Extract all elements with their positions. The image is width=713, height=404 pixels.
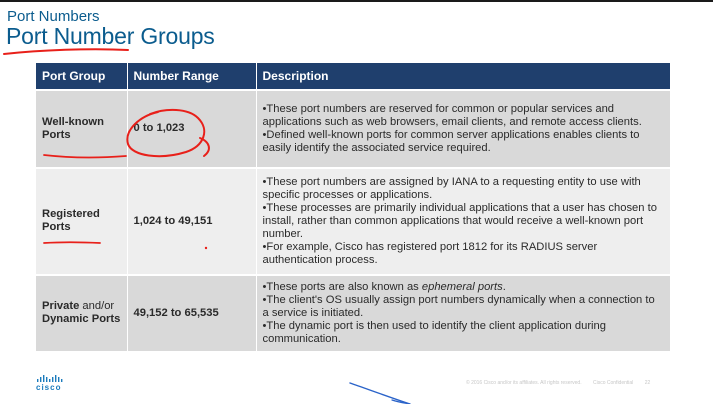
- description-line: •For example, Cisco has registered port …: [262, 240, 598, 266]
- port-group-connector: and/or: [79, 300, 115, 312]
- table-row: Registered Ports 1,024 to 49,151 •These …: [36, 167, 670, 275]
- port-groups-table: Port Group Number Range Description Well…: [36, 63, 670, 351]
- cisco-wordmark: cisco: [36, 383, 62, 392]
- description-line: •These ports are also known as ephemeral…: [263, 281, 665, 294]
- blue-pen-stroke: [349, 382, 411, 404]
- description-prefix: •These ports are also known as: [262, 280, 422, 293]
- description-line: •The client's OS usually assign port num…: [262, 293, 655, 319]
- description-cell: •These port numbers are assigned by IANA…: [256, 167, 670, 275]
- description-line: •These port numbers are reserved for com…: [262, 102, 642, 128]
- description-line: •These processes are primarily individua…: [262, 201, 657, 240]
- cisco-logo-icon: [37, 375, 63, 382]
- port-group-private: Private: [42, 300, 80, 312]
- port-group-cell: Private and/or Dynamic Ports: [36, 274, 128, 351]
- section-subtitle: Port Numbers: [7, 8, 100, 25]
- blue-pen-stroke-2: [391, 399, 411, 404]
- column-header-port-group: Port Group: [36, 63, 128, 90]
- table-row: Well-known Ports 0 to 1,023 •These port …: [36, 89, 670, 168]
- footer: © 2016 Cisco and/or its affiliates. All …: [466, 380, 660, 386]
- column-header-description: Description: [256, 63, 670, 90]
- number-range-cell: 1,024 to 49,151: [127, 167, 257, 275]
- number-range-cell: 0 to 1,023: [127, 89, 257, 168]
- description-emphasis: ephemeral ports: [421, 280, 503, 293]
- description-cell: •These port numbers are reserved for com…: [256, 89, 670, 168]
- page-number: 22: [644, 380, 651, 386]
- description-line: •Defined well-known ports for common ser…: [262, 128, 640, 154]
- column-header-number-range: Number Range: [127, 63, 257, 90]
- copyright-text: © 2016 Cisco and/or its affiliates. All …: [466, 380, 582, 386]
- number-range-cell: 49,152 to 65,535: [127, 274, 257, 351]
- top-border: [0, 0, 713, 2]
- port-group-cell: Well-known Ports: [36, 89, 128, 168]
- title-underline-stroke: [3, 48, 129, 55]
- port-group-cell: Registered Ports: [36, 167, 128, 275]
- description-cell: •These ports are also known as ephemeral…: [256, 274, 670, 351]
- table-row: Private and/or Dynamic Ports 49,152 to 6…: [36, 274, 670, 351]
- port-group-dynamic: Dynamic Ports: [42, 313, 121, 325]
- page-title: Port Number Groups: [6, 23, 215, 49]
- description-suffix: .: [502, 280, 506, 293]
- confidential-label: Cisco Confidential: [592, 380, 634, 386]
- description-line: •These port numbers are assigned by IANA…: [262, 175, 641, 201]
- table-header-row: Port Group Number Range Description: [36, 63, 670, 90]
- description-line: •The dynamic port is then used to identi…: [262, 319, 606, 345]
